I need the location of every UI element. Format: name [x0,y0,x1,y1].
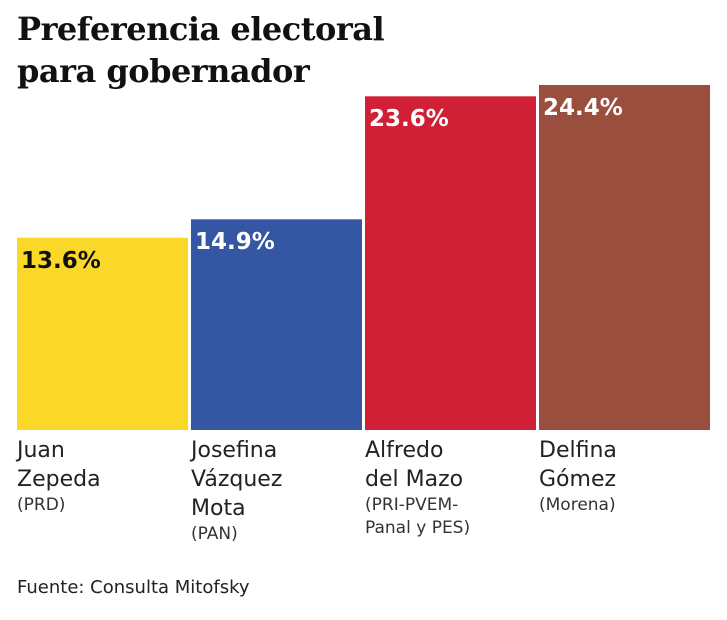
party-label: (Morena) [539,495,616,515]
x-tick-label: Josefina Vázquez Mota [191,438,283,521]
value-label: 24.4% [543,95,623,121]
bar [17,237,188,430]
source-note: Fuente: Consulta Mitofsky [17,577,250,598]
value-label: 23.6% [369,106,449,133]
x-tick-label: Juan Zepeda [17,438,101,492]
bar [365,96,536,431]
value-label: 14.9% [195,229,275,256]
party-label: (PRI-PVEM-Panal y PES) [365,495,471,538]
bar [191,219,362,430]
x-tick-label: Delfina Gómez [539,438,617,492]
value-label: 13.6% [21,247,101,274]
chart-title: Preferencia electoral para gobernador [17,10,385,90]
x-tick-label: Alfredo del Mazo [365,438,464,492]
party-label: (PAN) [191,524,238,544]
party-label: (PRD) [17,495,66,515]
bar [539,85,710,430]
